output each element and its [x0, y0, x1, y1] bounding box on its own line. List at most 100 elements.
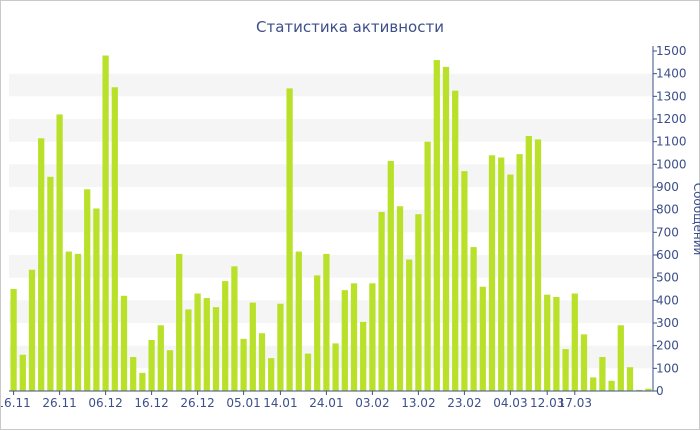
- bar: [369, 283, 376, 391]
- x-tick-label: 12.03: [530, 396, 564, 410]
- bar: [65, 251, 72, 391]
- bar: [19, 354, 26, 391]
- bar: [406, 259, 413, 391]
- bar: [525, 136, 532, 391]
- bar: [433, 60, 440, 391]
- bar: [304, 353, 312, 391]
- bar: [424, 141, 431, 391]
- bar: [516, 154, 523, 391]
- bar: [562, 349, 569, 391]
- bar: [203, 298, 210, 391]
- bar: [176, 253, 183, 391]
- bar: [74, 253, 82, 391]
- bar: [249, 302, 256, 391]
- bar: [442, 66, 450, 392]
- y-tick-label: 300: [656, 316, 679, 330]
- bar: [222, 281, 229, 391]
- bar: [553, 296, 560, 391]
- bar: [314, 275, 321, 391]
- bar: [341, 290, 348, 391]
- bar: [479, 286, 486, 391]
- y-tick-label: 900: [656, 180, 679, 194]
- bar: [139, 372, 146, 391]
- y-tick-label: 1300: [656, 89, 687, 103]
- bar: [10, 289, 17, 391]
- bar: [212, 307, 220, 391]
- bar: [534, 139, 542, 391]
- bar: [295, 251, 302, 391]
- bar: [645, 388, 652, 391]
- y-tick-label: 400: [656, 293, 679, 307]
- bar: [93, 208, 100, 391]
- y-tick-label: 1200: [656, 112, 687, 126]
- chart-title: Статистика активности: [256, 18, 444, 36]
- bar: [277, 303, 284, 391]
- bar: [415, 214, 422, 391]
- bar: [599, 357, 606, 391]
- bar: [360, 321, 367, 391]
- bar: [111, 87, 118, 392]
- bar: [102, 55, 109, 391]
- bar: [452, 90, 459, 392]
- y-tick-label: 100: [656, 361, 679, 375]
- bar: [590, 377, 597, 391]
- bar: [28, 269, 36, 391]
- bar: [47, 176, 54, 391]
- x-tick-label: 05.01: [226, 396, 260, 410]
- bar: [240, 338, 247, 391]
- bar: [157, 325, 164, 391]
- y-tick-label: 1000: [656, 157, 687, 171]
- x-tick-label: 13.02: [401, 396, 435, 410]
- x-tick-label: 17.03: [558, 396, 592, 410]
- y-tick-label: 1500: [656, 44, 687, 58]
- bar: [461, 171, 468, 391]
- bar: [470, 247, 477, 391]
- y-tick-label: 1100: [656, 135, 687, 149]
- x-tick-label: 16.12: [134, 396, 168, 410]
- bar: [507, 174, 514, 391]
- bar: [323, 253, 330, 391]
- y-axis-label: Сообщений: [691, 183, 700, 256]
- bar: [544, 294, 551, 391]
- bar: [185, 309, 192, 391]
- x-tick-label: 26.12: [180, 396, 214, 410]
- y-tick-label: 600: [656, 248, 679, 262]
- y-tick-label: 700: [656, 225, 679, 239]
- bars: [10, 55, 652, 392]
- grid-band: [9, 73, 653, 97]
- x-tick-label: 26.11: [42, 396, 76, 410]
- bar: [488, 155, 496, 391]
- bar: [84, 189, 91, 391]
- x-tick-label: 14.01: [263, 396, 297, 410]
- bar: [387, 160, 394, 391]
- y-axis-ticks: 0 100 200 300 400 500 600 700 800 900 1000 1100 1200…: [653, 44, 687, 398]
- bar: [396, 206, 404, 391]
- bar: [38, 138, 45, 391]
- y-tick-label: 500: [656, 271, 679, 285]
- bar: [332, 343, 339, 391]
- bar: [166, 350, 174, 391]
- bar: [258, 333, 266, 391]
- bar: [617, 325, 624, 391]
- bar: [378, 211, 385, 391]
- x-tick-label: 24.01: [309, 396, 343, 410]
- x-tick-label: 03.02: [355, 396, 389, 410]
- bar: [231, 266, 238, 391]
- bar: [580, 334, 588, 391]
- bar: [571, 293, 578, 391]
- bar: [286, 88, 293, 392]
- y-tick-label: 0: [656, 384, 664, 398]
- x-tick-label: 04.03: [493, 396, 527, 410]
- bar: [626, 367, 634, 391]
- y-tick-label: 1400: [656, 67, 687, 81]
- bar: [498, 157, 505, 391]
- bar: [636, 389, 643, 391]
- bar: [268, 358, 275, 391]
- bar: [120, 295, 128, 391]
- grid-band: [9, 119, 653, 142]
- bar: [194, 293, 201, 391]
- x-tick-label: 16.11: [1, 396, 31, 410]
